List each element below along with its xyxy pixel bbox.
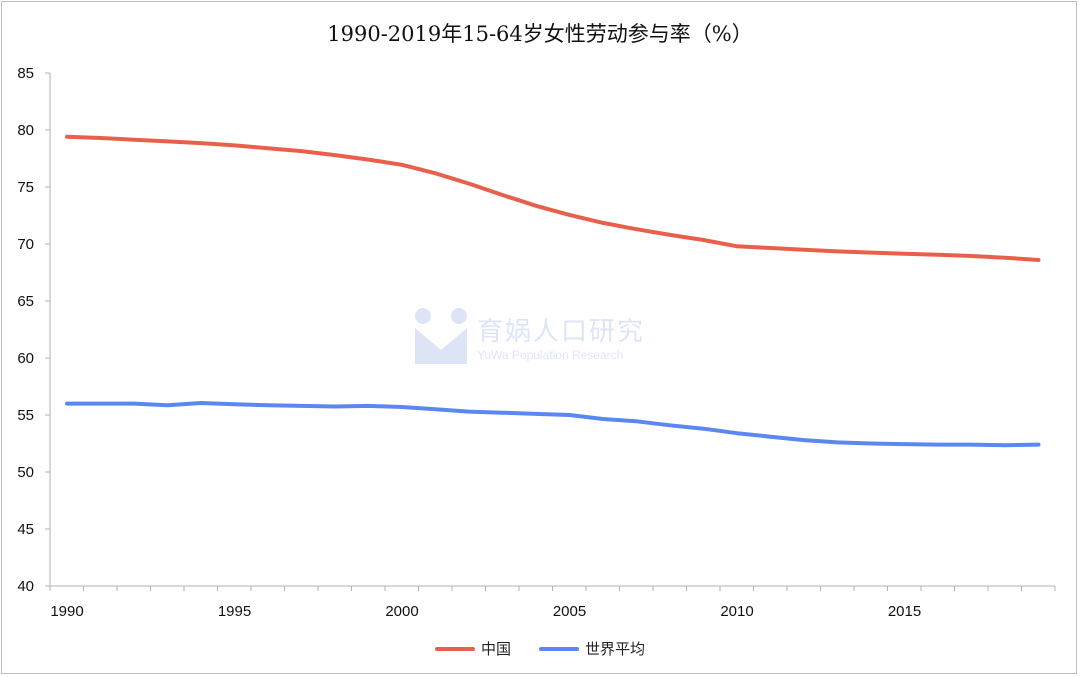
series-line-world [65, 401, 1041, 448]
legend-label-world: 世界平均 [585, 640, 646, 658]
x-tick-label: 1990 [50, 603, 83, 620]
legend-swatch-china [434, 646, 475, 651]
series-line-china [65, 134, 1041, 262]
watermark-title: 育娲人口研究 [477, 316, 646, 347]
legend-swatch-world [539, 646, 579, 651]
legend-item-china: 中国 [434, 638, 511, 659]
y-tick-label: 85 [17, 65, 34, 82]
y-tick-label: 50 [17, 464, 34, 481]
watermark: 育娲人口研究 YuWa Population Research [413, 306, 645, 366]
y-tick-label: 65 [17, 293, 34, 310]
chart-title: 1990-2019年15-64岁女性劳动参与率（%） [327, 22, 753, 46]
x-tick-label: 2005 [553, 603, 586, 620]
y-tick-label: 80 [17, 122, 34, 139]
watermark-logo-icon [415, 308, 467, 364]
y-tick-label: 75 [17, 179, 34, 196]
y-tick-label: 60 [17, 350, 34, 367]
y-tick-label: 40 [17, 578, 34, 595]
watermark-subtitle: YuWa Population Research [477, 347, 624, 362]
legend: 中国 世界平均 [0, 638, 1080, 659]
legend-item-world: 世界平均 [539, 638, 645, 659]
y-tick-label: 55 [17, 407, 34, 424]
x-tick-label: 2010 [720, 603, 753, 620]
legend-label-china: 中国 [480, 640, 511, 658]
x-tick-label: 1995 [218, 603, 251, 620]
y-tick-label: 45 [17, 521, 34, 538]
x-tick-label: 2015 [888, 603, 921, 620]
x-tick-label: 2000 [385, 603, 418, 620]
y-tick-label: 70 [17, 236, 34, 253]
